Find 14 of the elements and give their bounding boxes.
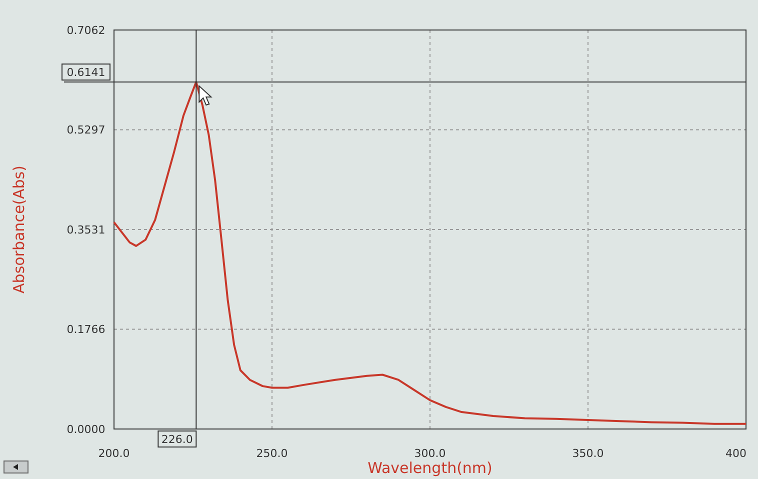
- y-tick-label: 0.1766: [66, 323, 106, 336]
- y-tick-label: 0.0000: [66, 423, 106, 436]
- x-tick-label: 350.0: [572, 447, 604, 460]
- x-tick-label: 200.0: [98, 447, 130, 460]
- y-axis-title: Absorbance(Abs): [10, 166, 28, 294]
- ref-line-label: 0.6141: [66, 66, 106, 80]
- ref-line-label: 226.0: [161, 433, 193, 446]
- x-tick-label: 250.0: [256, 447, 288, 460]
- x-tick-label: 400: [726, 447, 746, 460]
- y-tick-label: 0.7062: [66, 24, 106, 37]
- x-axis-title: Wavelength(nm): [368, 459, 492, 477]
- y-tick-label: 0.5297: [66, 124, 106, 137]
- x-tick-label: 300.0: [414, 447, 446, 460]
- y-tick-label: 0.3531: [66, 224, 106, 236]
